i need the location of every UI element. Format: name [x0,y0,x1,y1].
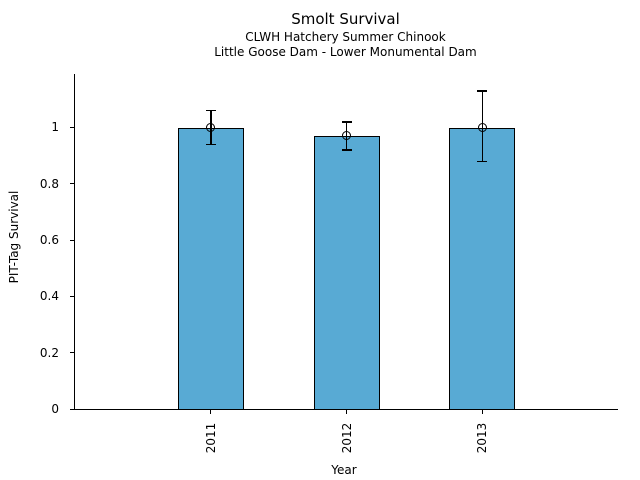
chart-subtitle-hatchery: CLWH Hatchery Summer Chinook [245,30,446,44]
error-bar-cap-top [341,121,352,123]
chart-subtitle-reach: Little Goose Dam - Lower Monumental Dam [214,45,477,59]
error-bar-cap-bottom [341,149,352,151]
error-bar-cap-top [205,109,216,112]
data-point-marker [477,122,487,132]
y-tick-label: 0.2 [39,345,59,360]
y-tick-mark [70,295,74,297]
y-tick-label: 0 [51,402,59,416]
plot-area: 0 0.2 0.4 0.6 0.8 1 2011 2012 2013 [40,74,618,453]
x-tick-mark [481,410,483,414]
data-point-marker [342,131,351,141]
survival-bar [313,135,380,409]
error-bar-cap-bottom [205,143,216,146]
y-tick-label: 0.4 [39,289,59,304]
survival-bar [449,127,516,409]
y-tick-mark [70,352,74,354]
error-bar-cap-top [477,90,488,92]
x-tick-label: 2011 [203,422,218,454]
y-tick-label: 0.6 [39,233,59,248]
x-tick-mark [210,410,212,414]
y-tick-label: 0.8 [39,176,59,191]
y-tick-mark [70,126,74,128]
chart-title: Smolt Survival [291,10,400,28]
x-tick-label: 2013 [475,422,490,454]
data-point-marker [206,122,216,132]
error-bar-cap-bottom [477,160,488,163]
y-tick-mark [70,239,74,241]
y-tick-mark [70,408,74,410]
survival-bar [177,127,244,409]
x-tick-mark [346,410,347,414]
x-tick-label: 2012 [339,422,354,454]
y-tick-mark [70,183,74,185]
x-axis-label: Year [331,463,357,477]
y-tick-label: 1 [51,120,59,135]
